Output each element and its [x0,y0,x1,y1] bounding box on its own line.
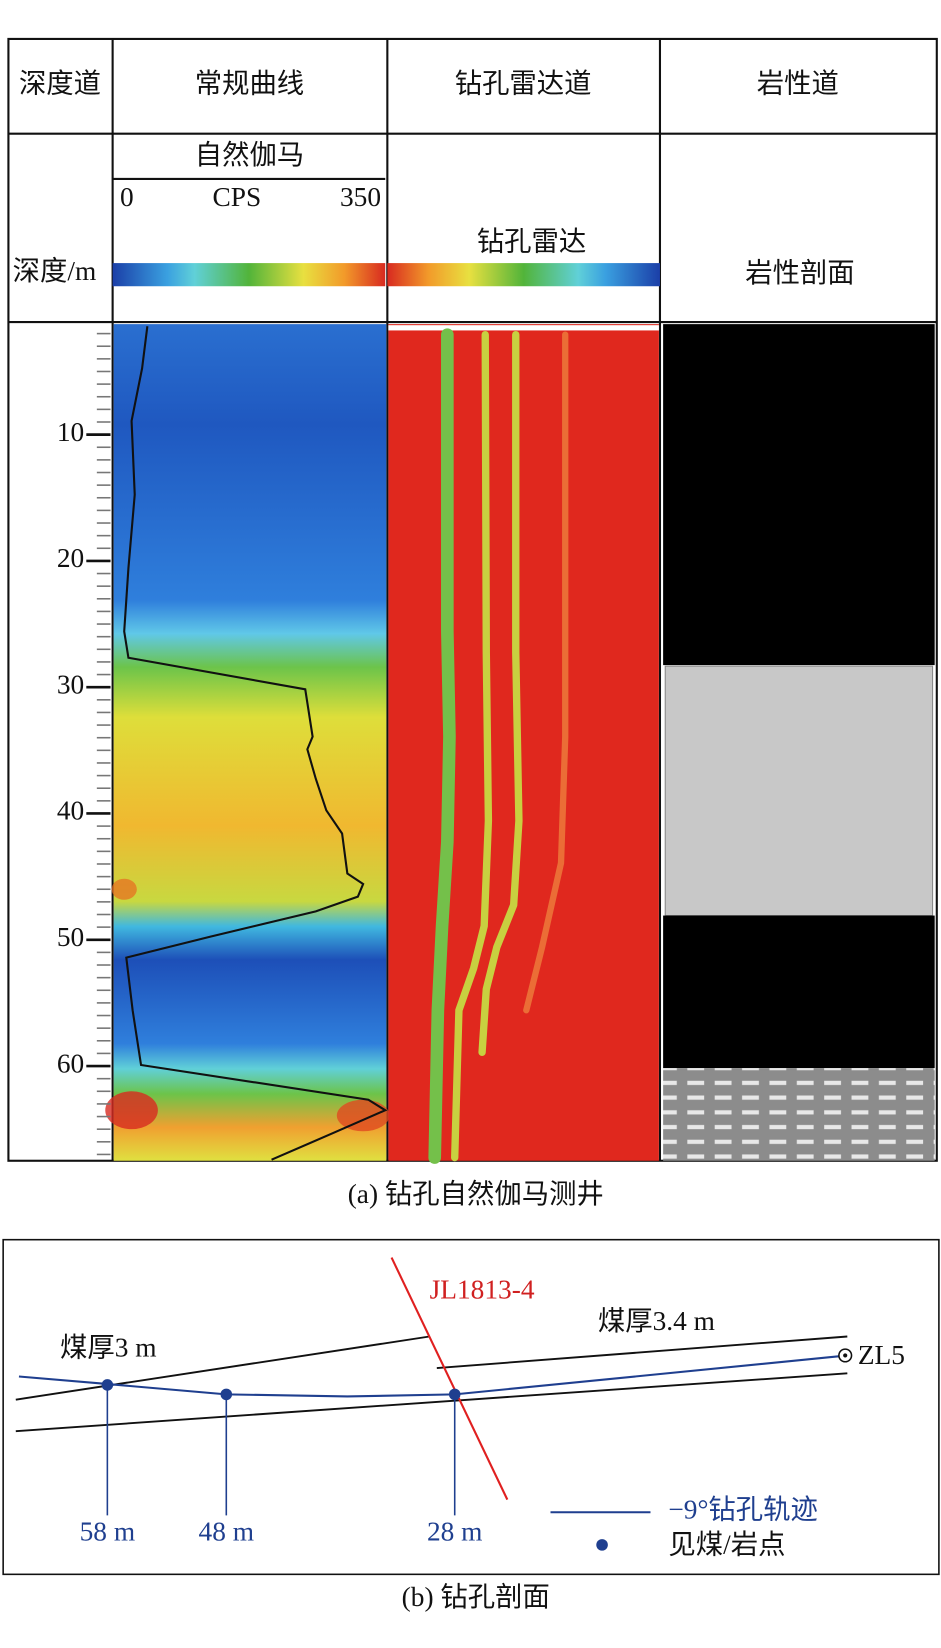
borehole-label: ZL5 [858,1340,905,1370]
fault-line [390,1257,509,1501]
mudstone-layer [663,1068,935,1161]
fault-label: JL1813-4 [430,1275,535,1305]
seam-right: 煤厚3.4 m [598,1306,715,1336]
section-frame [2,1238,940,1576]
depth-tick-label: 60 [57,1048,84,1078]
coal-layer [663,324,935,666]
legend-trajectory: −9°钻孔轨迹 [668,1495,818,1525]
column-header: 深度道 [19,69,101,99]
seam-left: 煤厚3 m [60,1332,157,1362]
caption-a: (a) 钻孔自然伽马测井 [348,1179,604,1209]
gamma-heatmap [113,324,387,1161]
legend-dot [596,1539,608,1551]
column-header: 钻孔雷达道 [455,69,592,99]
legend-point: 见煤/岩点 [668,1529,785,1559]
radar-stripes [428,328,569,1164]
point-label: 58 m [80,1517,135,1547]
coal-point [448,1388,461,1401]
depth-label: 深度/m [13,256,97,286]
lithology-title: 岩性剖面 [745,258,854,288]
column-header: 岩性道 [757,69,839,99]
coal-point [220,1388,233,1401]
point-label: 28 m [427,1517,482,1547]
radar-top [388,325,659,331]
caption-b: (b) 钻孔剖面 [402,1582,550,1612]
depth-tick-label: 20 [57,543,84,573]
gamma-max: 350 [340,182,381,212]
radar-title: 钻孔雷达 [477,226,586,256]
gamma-title: 自然伽马 [195,140,304,170]
gamma-curve [123,326,388,1161]
hot-spot [336,1099,390,1132]
gamma-unit: CPS [212,182,261,212]
point-label: 48 m [199,1517,254,1547]
seam-lines [15,1335,848,1433]
hot-spot [111,878,137,900]
radar-image [388,324,659,1161]
radar-colorbar [387,263,660,287]
depth-tick-label: 30 [57,669,84,699]
rock-layer [664,665,934,917]
coal-layer [663,915,935,1069]
column-header: 常规曲线 [195,69,304,99]
trajectory [18,1354,848,1398]
gamma-min: 0 [120,182,134,212]
coal-point [101,1379,114,1391]
depth-tick-label: 50 [57,922,84,952]
hot-spot [105,1091,158,1130]
depth-tick-label: 10 [57,417,84,447]
borehole-mark [843,1353,848,1358]
depth-tick-label: 40 [57,796,84,826]
gamma-colorbar [112,263,386,287]
